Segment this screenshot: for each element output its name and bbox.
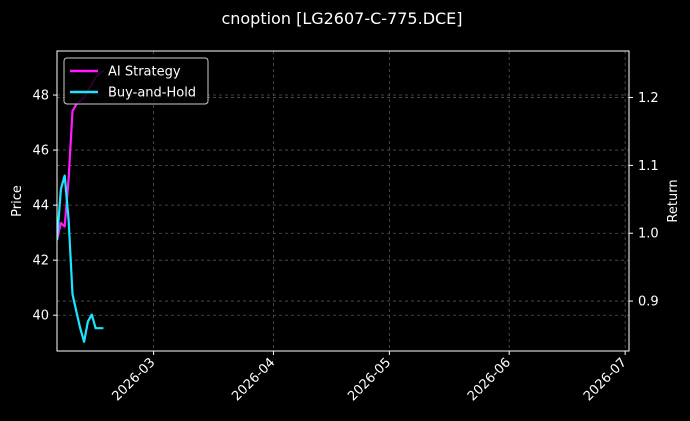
y-tick-label: 44	[32, 199, 49, 214]
series-line-1	[57, 174, 104, 343]
y-tick-label: 46	[32, 144, 49, 159]
y-tick-label: 40	[32, 309, 49, 324]
legend-label: AI Strategy	[108, 65, 181, 80]
y-tick-label: 48	[32, 89, 49, 104]
y-axis-label: Price	[10, 185, 25, 217]
y2-axis-label: Return	[666, 179, 681, 222]
legend: AI Strategy Buy-and-Hold	[63, 57, 209, 105]
grid-layer	[57, 51, 629, 351]
legend-label: Buy-and-Hold	[108, 86, 196, 101]
y-tick-label: 42	[32, 254, 49, 269]
plot-frame	[56, 50, 630, 352]
y2-tick-label: 0.9	[638, 295, 659, 310]
y2-tick-label: 1.1	[638, 159, 659, 174]
legend-box	[63, 57, 209, 105]
y2-tick-label: 1.0	[638, 227, 659, 242]
y2-tick-label: 1.2	[638, 91, 659, 106]
chart-title: cnoption [LG2607-C-775.DCE]	[221, 9, 462, 28]
